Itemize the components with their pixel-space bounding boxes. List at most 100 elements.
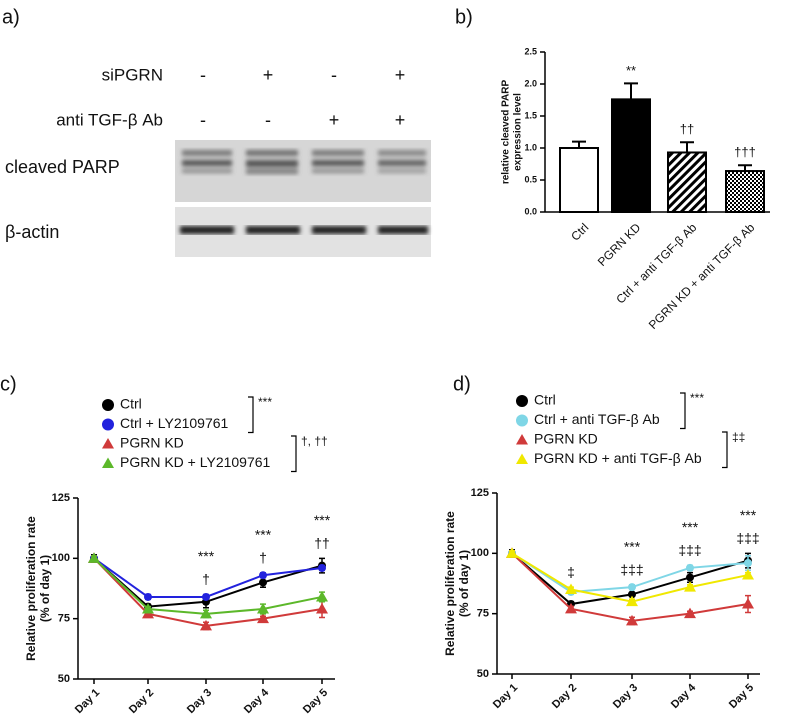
annotation: *** xyxy=(682,519,699,535)
bar xyxy=(559,147,599,213)
y-tick-label: 1.0 xyxy=(524,142,537,152)
band-label: β-actin xyxy=(5,222,59,242)
y-tick-label: 50 xyxy=(477,668,489,680)
band-label: cleaved PARP xyxy=(5,157,120,177)
point xyxy=(316,603,328,614)
y-tick-label: 2.0 xyxy=(524,78,537,88)
legend-marker xyxy=(516,414,528,427)
error-bar xyxy=(624,82,638,100)
bracket-label: †, †† xyxy=(301,434,328,448)
annotation: *** xyxy=(255,527,272,543)
point xyxy=(200,619,212,631)
panel-label: a) xyxy=(2,6,20,28)
legend-label: PGRN KD + anti TGF-β Ab xyxy=(534,450,702,466)
x-tick-label: Ctrl xyxy=(568,220,591,243)
bracket xyxy=(291,435,297,473)
x-tick-label: Day 2 xyxy=(127,687,156,716)
annotation: † xyxy=(259,550,267,566)
point xyxy=(686,563,694,572)
panel-label: b) xyxy=(455,6,473,28)
sign: - xyxy=(265,110,271,130)
bracket-label: *** xyxy=(690,391,704,405)
annotation: *** xyxy=(314,512,331,528)
legend-marker xyxy=(102,457,114,468)
annotation: ‡‡‡ xyxy=(620,561,643,577)
y-tick-label: 2.5 xyxy=(524,46,537,56)
bracket xyxy=(248,396,254,434)
x-tick-label: Day 4 xyxy=(242,686,272,716)
panel-label: c) xyxy=(0,373,17,395)
x-tick-label: PGRN KD xyxy=(595,220,644,269)
y-axis-label: relative cleaved PARP xyxy=(501,80,512,185)
point xyxy=(88,552,100,563)
annotation: ††† xyxy=(734,145,756,160)
x-tick-label: Day 4 xyxy=(669,681,699,711)
blot-images xyxy=(175,140,431,257)
bracket xyxy=(722,431,728,469)
point xyxy=(626,614,638,626)
point xyxy=(742,598,754,609)
sign: + xyxy=(395,110,406,130)
bracket-label: *** xyxy=(258,395,272,409)
x-tick-label: Day 3 xyxy=(185,687,214,716)
y-axis-label: Relative proliferation rate xyxy=(443,511,457,656)
point xyxy=(686,573,694,582)
annotation: †† xyxy=(314,535,330,551)
sign: + xyxy=(263,65,274,85)
y-tick-label: 100 xyxy=(471,547,489,559)
x-tick-label: Day 1 xyxy=(491,682,520,711)
x-tick-label: Day 5 xyxy=(301,687,330,716)
point xyxy=(744,558,752,567)
y-tick-label: 0.0 xyxy=(524,206,537,216)
legend-label: Ctrl + LY2109761 xyxy=(120,415,229,431)
annotation: *** xyxy=(198,548,215,564)
y-axis-label: (% of day 1) xyxy=(38,555,52,622)
sign: + xyxy=(329,110,340,130)
row-label: siPGRN xyxy=(102,65,163,84)
annotation: ‡‡‡ xyxy=(678,542,701,558)
point xyxy=(316,590,328,602)
point xyxy=(626,595,638,607)
y-tick-label: 1.5 xyxy=(524,110,537,120)
y-tick-label: 100 xyxy=(52,552,70,564)
sign: - xyxy=(331,65,337,85)
y-tick-label: 50 xyxy=(58,673,70,685)
x-tick-label: Day 2 xyxy=(550,682,579,711)
point xyxy=(565,602,577,614)
sign: - xyxy=(200,110,206,130)
point xyxy=(742,569,754,580)
annotation: ‡ xyxy=(567,564,575,580)
point xyxy=(200,607,212,619)
y-axis-label: (% of day 1) xyxy=(457,550,471,617)
y-tick-label: 75 xyxy=(477,608,489,620)
point xyxy=(684,607,696,619)
x-tick-label: Day 1 xyxy=(73,687,102,716)
point xyxy=(259,578,267,587)
y-tick-label: 125 xyxy=(471,487,489,499)
sign: - xyxy=(200,65,206,85)
bar xyxy=(725,170,765,213)
annotation: ** xyxy=(626,63,636,78)
point xyxy=(628,590,636,599)
point xyxy=(202,592,210,601)
y-tick-label: 125 xyxy=(52,492,70,504)
point xyxy=(257,612,269,624)
x-tick-label: Day 3 xyxy=(611,682,640,711)
point xyxy=(628,583,636,592)
legend-marker xyxy=(516,453,528,464)
x-tick-label: Day 5 xyxy=(727,682,756,711)
bracket xyxy=(680,392,686,430)
x-tick-label: PGRN KD + anti TGF-β Ab xyxy=(646,220,758,332)
legend-marker xyxy=(102,438,114,449)
legend-label: Ctrl xyxy=(120,396,142,412)
annotation: ‡‡‡ xyxy=(736,530,759,546)
legend-label: Ctrl xyxy=(534,392,556,408)
point xyxy=(684,581,696,592)
point xyxy=(318,563,326,572)
point xyxy=(506,547,518,558)
bar xyxy=(667,151,707,213)
annotation: † xyxy=(202,571,210,587)
error-bar xyxy=(680,141,694,153)
